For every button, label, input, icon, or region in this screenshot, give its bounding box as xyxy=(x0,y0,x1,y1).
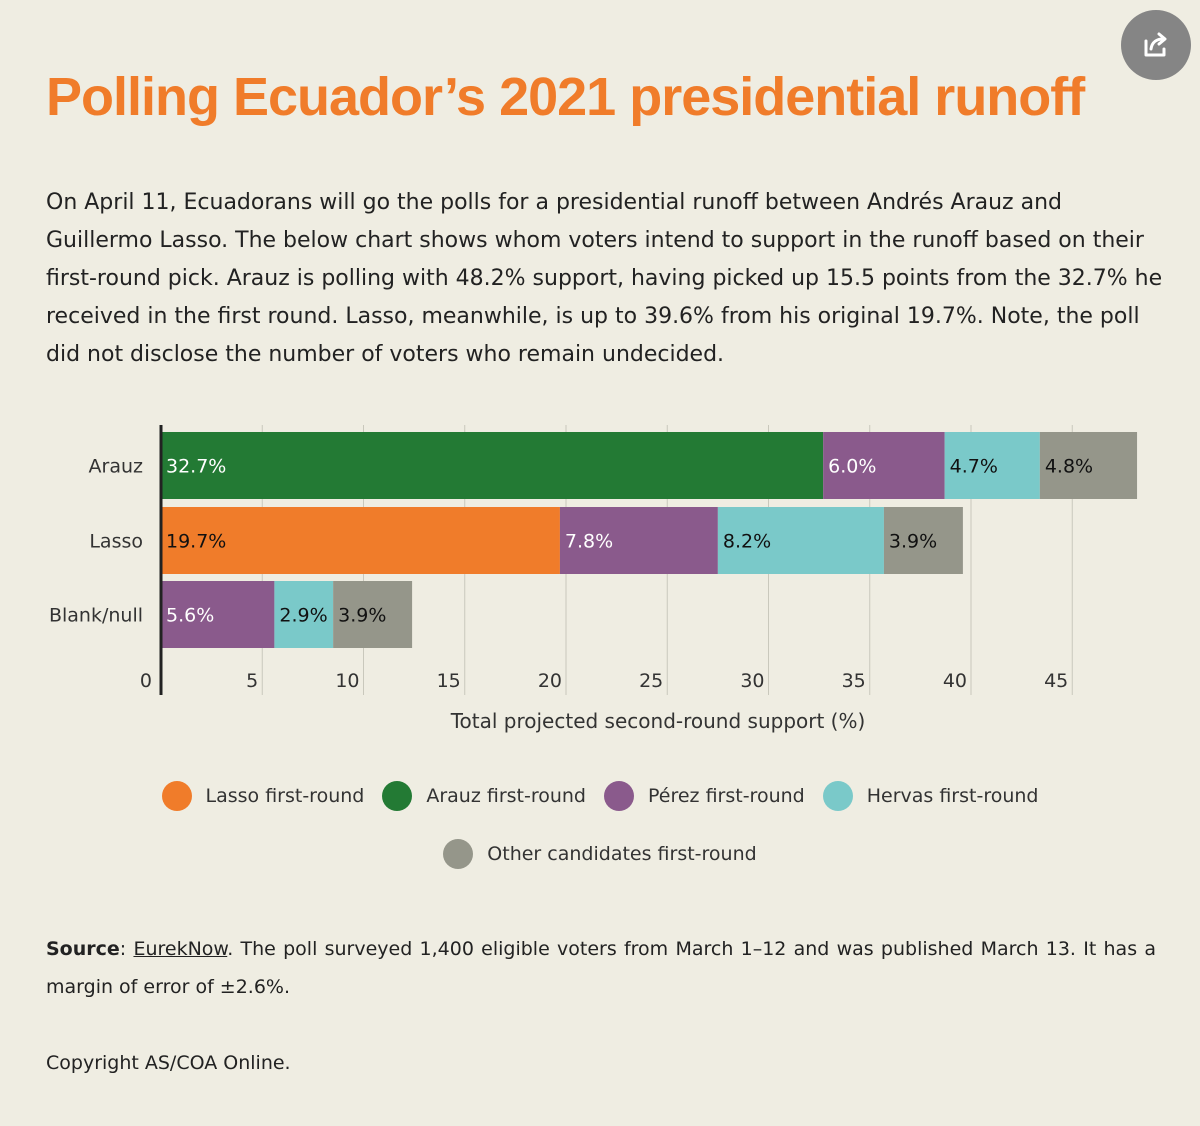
share-button[interactable] xyxy=(1121,10,1191,80)
source-label: Source xyxy=(46,938,120,960)
share-icon xyxy=(1144,32,1167,57)
bar-segment xyxy=(333,581,413,648)
x-tick-label: 0 xyxy=(140,670,152,692)
data-label: 32.7% xyxy=(166,456,226,478)
chart-legend: Lasso first-round Arauz first-round Pérez … xyxy=(150,780,1050,870)
stacked-bar-chart: 32.7% 6.0% 4.7% 4.8% Arauz 19.7% 7.8% 8.2% 3.9% L… xyxy=(49,425,1138,733)
legend-label: Other candidates first-round xyxy=(487,843,757,865)
legend-item: Arauz first-round xyxy=(382,780,586,812)
x-tick-label: 20 xyxy=(538,670,562,692)
legend-swatch xyxy=(822,781,853,811)
data-label: 6.0% xyxy=(828,456,876,478)
legend-label: Arauz first-round xyxy=(426,785,586,807)
bar-segment xyxy=(823,432,945,499)
legend-item: Pérez first-round xyxy=(604,780,805,812)
legend-label: Lasso first-round xyxy=(205,785,365,807)
data-label: 5.6% xyxy=(166,605,214,627)
legend-item: Lasso first-round xyxy=(161,780,365,812)
data-label: 7.8% xyxy=(565,531,613,553)
data-label: 3.9% xyxy=(338,605,386,627)
legend-swatch xyxy=(161,781,192,811)
bar-segment xyxy=(274,581,334,648)
x-tick-label: 25 xyxy=(639,670,663,692)
x-tick-label: 15 xyxy=(437,670,461,692)
category-label: Arauz xyxy=(89,456,143,478)
x-tick-label: 5 xyxy=(246,670,258,692)
data-label: 4.8% xyxy=(1045,456,1093,478)
legend-label: Hervas first-round xyxy=(866,785,1039,807)
bar-segment xyxy=(944,432,1040,499)
source-note: Source: EurekNow. The poll surveyed 1,40… xyxy=(46,938,1156,998)
category-label: Lasso xyxy=(89,531,143,553)
bar-segment xyxy=(559,507,718,574)
x-tick-label: 40 xyxy=(943,670,967,692)
source-link[interactable]: EurekNow xyxy=(133,938,228,960)
legend-swatch xyxy=(604,781,634,811)
legend-swatch xyxy=(382,781,413,811)
legend-swatch xyxy=(443,839,474,869)
bar-segment xyxy=(717,507,884,574)
x-axis-title: Total projected second-round support (%) xyxy=(450,709,866,733)
category-label: Blank/null xyxy=(49,605,143,627)
legend-label: Pérez first-round xyxy=(648,785,805,807)
x-tick-label: 35 xyxy=(842,670,866,692)
legend-item: Other candidates first-round xyxy=(443,838,757,870)
data-label: 3.9% xyxy=(889,531,937,553)
source-text: . The poll surveyed 1,400 eligible voter… xyxy=(46,938,1156,998)
x-tick-label: 10 xyxy=(335,670,359,692)
data-label: 2.9% xyxy=(279,605,327,627)
intro-paragraph: On April 11, Ecuadorans will go the poll… xyxy=(46,190,1163,367)
bar-segment xyxy=(161,581,275,648)
legend-item: Hervas first-round xyxy=(822,780,1039,812)
copyright-note: Copyright AS/COA Online. xyxy=(46,1052,291,1074)
data-label: 19.7% xyxy=(166,531,226,553)
bar-segment xyxy=(161,507,560,574)
data-label: 8.2% xyxy=(723,531,771,553)
data-label: 4.7% xyxy=(950,456,998,478)
bar-segment xyxy=(883,507,963,574)
page-title: Polling Ecuador’s 2021 presidential runo… xyxy=(46,67,1085,127)
bar-segment xyxy=(161,432,824,499)
x-tick-label: 45 xyxy=(1044,670,1068,692)
x-tick-label: 30 xyxy=(740,670,764,692)
bar-segment xyxy=(1039,432,1138,499)
